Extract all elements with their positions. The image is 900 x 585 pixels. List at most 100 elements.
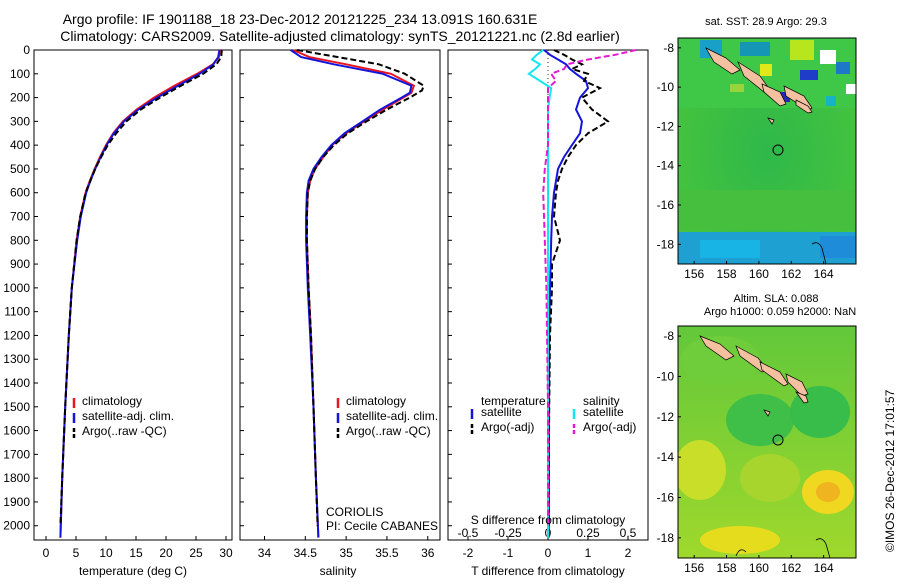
sal-xtick-label: 36 (421, 546, 435, 560)
temperature-panel: 0100200300400500600700800900100011001200… (3, 43, 233, 578)
sst-map-ticks: 156 158 160 162 164 -8 -10 -12 -14 -16 -18 (657, 41, 834, 281)
temp-ytick-label: 0 (23, 43, 30, 57)
sla-map-xtick-label: 162 (781, 561, 801, 575)
temp-ytick-label: 1100 (4, 305, 30, 319)
difference-s-ticks: -0.5 -0.25 0 0.25 0.5 (458, 526, 637, 540)
diff-legend-t-argo: Argo(-adj) (481, 420, 534, 434)
sla-map-xtick-label: 158 (717, 561, 737, 575)
sla-map-xtick-label: 164 (814, 561, 834, 575)
temp-legend-climatology: climatology (82, 394, 142, 408)
temp-ytick-label: 300 (10, 114, 30, 128)
temp-xtick-label: 30 (219, 546, 233, 560)
sst-map-ytick-label: -16 (657, 198, 675, 212)
temp-ytick-label: 1700 (3, 447, 30, 461)
temp-xtick-label: 10 (99, 546, 113, 560)
title-line-1: Argo profile: IF 1901188_18 23-Dec-2012 … (63, 11, 538, 27)
salinity-legend: climatology satellite-adj. clim. Argo(..… (336, 394, 438, 438)
temperature-legend: climatology satellite-adj. clim. Argo(..… (72, 394, 174, 438)
difference-lines (527, 49, 637, 540)
diff-line-s-argo (542, 49, 637, 526)
diff-stick-label: 0.5 (620, 526, 637, 540)
annotation-coriolis: CORIOLIS (326, 505, 383, 519)
salinity-panel: 34 34.5 35 35.5 36 salinity climatology sate… (239, 49, 441, 578)
temp-xtick-label: 0 (43, 546, 50, 560)
temp-ytick-label: 600 (10, 186, 30, 200)
diff-legend-salinity-title: salinity (583, 394, 620, 408)
sal-legend-climatology: climatology (346, 394, 406, 408)
salinity-xlabel: salinity (320, 564, 357, 578)
temp-ytick-label: 1500 (3, 400, 30, 414)
sla-map-panel: Altim. SLA: 0.088 Argo h1000: 0.059 h200… (657, 293, 857, 575)
diff-line-t-argo (547, 49, 610, 526)
difference-y-ticks (448, 49, 452, 527)
sst-map-ytick-label: -10 (657, 80, 675, 94)
sla-map-xtick-label: 160 (749, 561, 769, 575)
temp-ytick-label: 1200 (3, 328, 30, 342)
sst-map-title: sat. SST: 28.9 Argo: 29.3 (705, 16, 827, 28)
temp-ytick-label: 900 (10, 257, 30, 271)
salinity-axes-box (239, 49, 441, 541)
temperature-axes-box (33, 49, 233, 541)
temp-ytick-label: 500 (10, 162, 30, 176)
sst-map-xtick-label: 156 (684, 267, 704, 281)
diff-legend-t-satellite: satellite (481, 405, 522, 419)
sal-xtick-label: 34 (258, 546, 272, 560)
sal-line-argo (296, 49, 425, 526)
temp-ytick-label: 800 (10, 233, 30, 247)
sla-map-frame (677, 325, 857, 559)
sla-map-ytick-label: -14 (657, 450, 675, 464)
sal-xtick-label: 34.5 (294, 546, 318, 560)
salinity-y-ticks (240, 49, 244, 527)
sal-xtick-label: 35.5 (375, 546, 399, 560)
sla-map-ytick-label: -8 (663, 329, 674, 343)
temp-ytick-label: 400 (10, 138, 30, 152)
sal-legend-argo: Argo(..raw -QC) (346, 424, 431, 438)
sst-argo-location-marker (772, 144, 784, 156)
temp-ytick-label: 1000 (3, 281, 30, 295)
diff-xtick-label: 2 (625, 546, 632, 560)
diff-line-s-satellite (527, 49, 553, 538)
sst-map-ytick-label: -12 (657, 119, 675, 133)
diff-xtick-label: 1 (585, 546, 592, 560)
diff-xtick-label: -2 (463, 546, 474, 560)
temp-line-argo (59, 49, 223, 526)
sst-map-image (678, 38, 856, 264)
sla-map-xtick-label: 156 (684, 561, 704, 575)
diff-xtick-label: -1 (503, 546, 514, 560)
sst-map-ytick-label: -18 (657, 237, 675, 251)
sal-xtick-label: 35 (339, 546, 353, 560)
difference-s-xlabel: S difference from climatology (471, 513, 626, 527)
diff-stick-label: -0.25 (494, 526, 522, 540)
temp-xtick-label: 5 (73, 546, 80, 560)
sst-map-xtick-label: 164 (814, 267, 834, 281)
sst-map-panel: sat. SST: 28.9 Argo: 29.3 (657, 16, 857, 281)
temp-legend-argo: Argo(..raw -QC) (82, 424, 167, 438)
temperature-y-ticks: 0 100 200 300 400 500 600 700 800 900 1000 1100 1200… (3, 43, 38, 533)
difference-t-xlabel: T difference from climatology (471, 564, 625, 578)
diff-line-t-satellite (543, 49, 590, 538)
temp-ytick-label: 200 (10, 91, 30, 105)
diff-stick-label: 0.25 (576, 526, 600, 540)
annotation-pi: PI: Cecile CABANES (326, 519, 438, 533)
sla-map-title-1: Altim. SLA: 0.088 (734, 293, 819, 305)
sla-map-ytick-label: -18 (657, 531, 675, 545)
temperature-lines (59, 49, 223, 538)
difference-panel: -2 -1 0 1 2 -0.5 -0.25 0 0.25 0.5 S difference f… (447, 49, 649, 578)
temp-ytick-label: 700 (10, 210, 30, 224)
temp-ytick-label: 2000 (3, 519, 30, 533)
temp-ytick-label: 1800 (3, 471, 30, 485)
temp-xtick-label: 25 (189, 546, 203, 560)
salinity-x-ticks: 34 34.5 35 35.5 36 (258, 536, 435, 560)
sst-map-xtick-label: 158 (717, 267, 737, 281)
sla-map-ticks: 156 158 160 162 164 -8 -10 -12 -14 -16 -18 (657, 329, 834, 575)
sst-map-xtick-label: 162 (781, 267, 801, 281)
imos-timestamp: ©IMOS 26-Dec-2012 17:01:57 (883, 389, 897, 552)
sst-map-ytick-label: -14 (657, 159, 675, 173)
sla-map-ytick-label: -12 (657, 410, 675, 424)
diff-legend-s-satellite: satellite (583, 405, 624, 419)
sst-map-xtick-label: 160 (749, 267, 769, 281)
temp-ytick-label: 1900 (3, 495, 30, 509)
temp-xtick-label: 20 (159, 546, 173, 560)
sla-map-title-2: Argo h1000: 0.059 h2000: NaN (704, 306, 856, 318)
